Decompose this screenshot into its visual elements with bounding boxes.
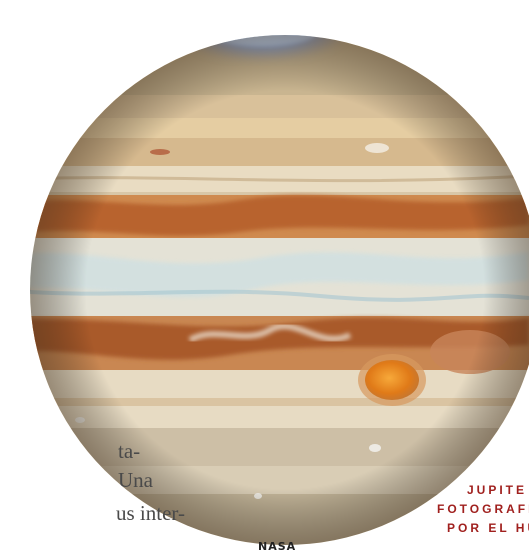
body-text-line-2: Una — [118, 468, 153, 492]
body-text-line-3: us inter- — [116, 501, 185, 525]
caption-line-2: FOTOGRAFI — [437, 502, 529, 516]
body-text-line-1: ta- — [118, 439, 141, 463]
caption-line-1: JUPITE — [467, 483, 528, 497]
photo-credit: NASA — [258, 540, 297, 553]
caption-line-3: POR EL HU — [447, 521, 529, 535]
